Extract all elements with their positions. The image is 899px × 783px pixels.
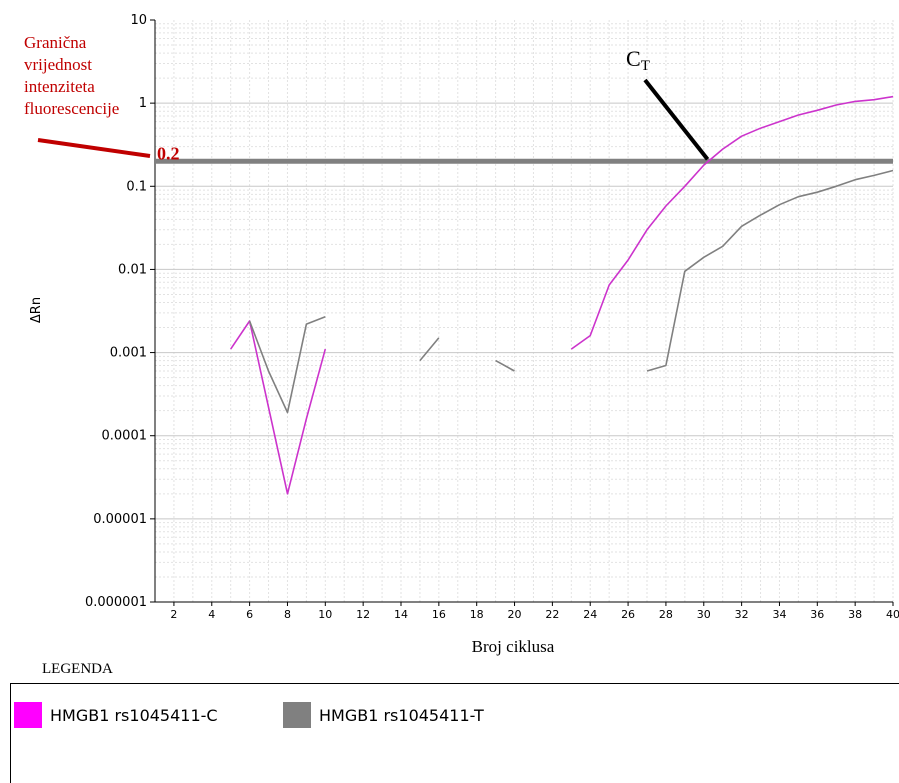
threshold-line-group: 0.2 xyxy=(155,143,893,164)
x-tick-label: 18 xyxy=(470,608,484,621)
x-tick-label: 20 xyxy=(508,608,522,621)
y-tick-label: 0.0001 xyxy=(102,429,148,444)
series-line-t xyxy=(646,169,894,372)
ct-label-subscript: T xyxy=(641,58,650,74)
chart: 0.2 Granična vrijednost intenziteta fluores… xyxy=(24,13,899,656)
series-line-t xyxy=(248,315,326,414)
x-tick-label: 12 xyxy=(356,608,370,621)
x-tick-label: 38 xyxy=(848,608,862,621)
x-tick-label: 2 xyxy=(170,608,177,621)
legend-swatch-t xyxy=(283,702,311,728)
y-tick-label: 0.001 xyxy=(110,346,147,361)
x-axis-label: Broj ciklusa xyxy=(472,637,555,656)
legend-item-c: HMGB1 rs1045411-C xyxy=(14,702,218,728)
x-tick-label: 30 xyxy=(697,608,711,621)
legend-item-t: HMGB1 rs1045411-T xyxy=(283,702,484,728)
series-line-t xyxy=(495,359,515,372)
legend-box xyxy=(10,683,899,783)
threshold-annotation-line: Granična xyxy=(24,33,87,52)
legend-swatch-c xyxy=(14,702,42,728)
y-axis-label: ΔRn xyxy=(29,297,44,323)
x-tick-label: 26 xyxy=(621,608,635,621)
series-lines xyxy=(230,95,894,495)
threshold-value-label: 0.2 xyxy=(157,143,180,163)
x-tick-label: 40 xyxy=(886,608,899,621)
x-tick-label: 10 xyxy=(318,608,332,621)
legend-title: LEGENDA xyxy=(34,661,121,678)
series-line-c xyxy=(230,320,327,495)
x-tick-label: 16 xyxy=(432,608,446,621)
grid xyxy=(155,20,894,603)
threshold-pointer xyxy=(37,138,151,158)
y-tick-label: 10 xyxy=(130,13,147,28)
axes xyxy=(150,19,894,606)
legend-label-c: HMGB1 rs1045411-C xyxy=(50,705,218,725)
y-tick-label: 0.00001 xyxy=(93,512,147,527)
y-tick-label: 1 xyxy=(139,96,147,111)
plot-area xyxy=(155,20,893,602)
x-tick-label: 32 xyxy=(735,608,749,621)
threshold-annotation-line: intenziteta xyxy=(24,77,95,96)
x-tick-label: 4 xyxy=(208,608,215,621)
x-tick-label: 14 xyxy=(394,608,408,621)
x-tick-label: 6 xyxy=(246,608,253,621)
x-tick-label: 8 xyxy=(284,608,291,621)
x-tick-label: 24 xyxy=(583,608,597,621)
y-tick-label: 0.01 xyxy=(118,262,147,277)
legend-label-t: HMGB1 rs1045411-T xyxy=(319,705,484,725)
x-tick-label: 36 xyxy=(810,608,824,621)
x-tick-label: 28 xyxy=(659,608,673,621)
x-tick-label: 34 xyxy=(772,608,786,621)
annotations: Granična vrijednost intenziteta fluorescenc… xyxy=(24,33,710,161)
ct-pointer xyxy=(643,78,710,161)
y-tick-label: 0.1 xyxy=(126,179,147,194)
series-line-t xyxy=(419,337,440,362)
y-tick-label: 0.000001 xyxy=(85,595,147,610)
threshold-annotation-line: vrijednost xyxy=(24,55,92,74)
threshold-annotation-line: fluorescencije xyxy=(24,99,119,118)
x-tick-label: 22 xyxy=(545,608,559,621)
series-line-c xyxy=(570,95,894,350)
